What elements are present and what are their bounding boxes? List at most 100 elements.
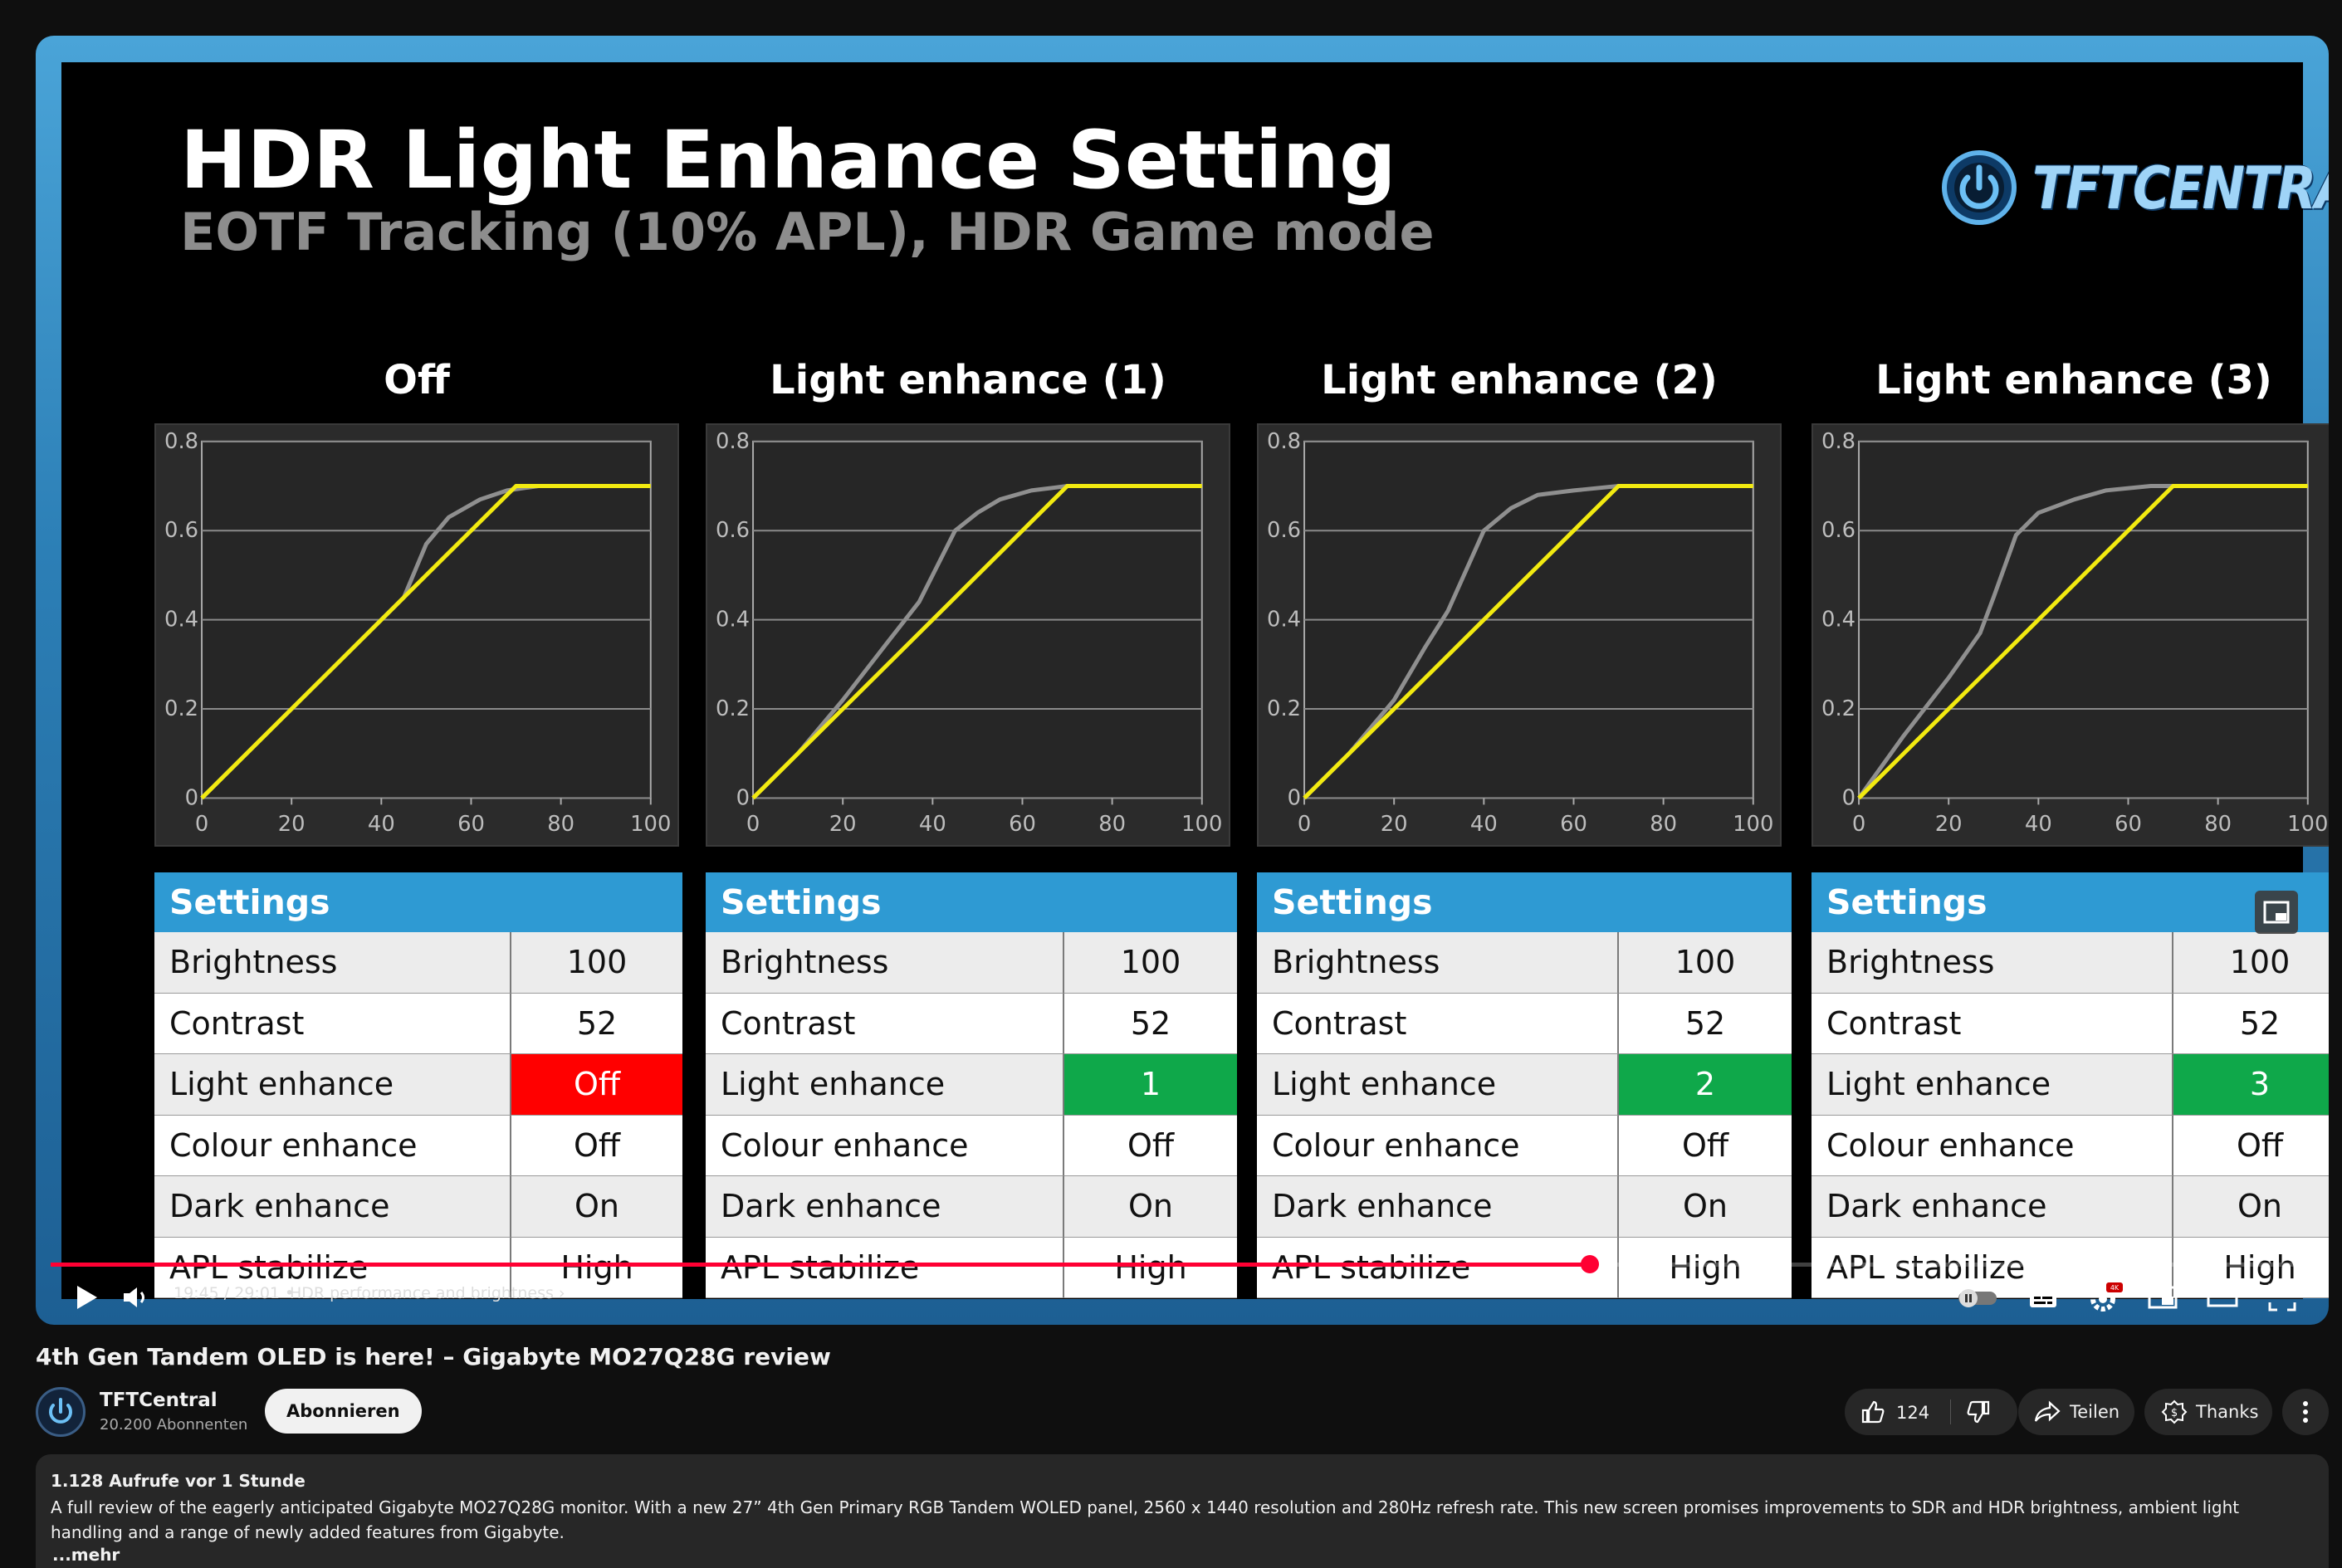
thanks-button[interactable]: $ Thanks — [2144, 1389, 2272, 1435]
svg-text:4K: 4K — [2110, 1284, 2120, 1292]
setting-value: On — [1619, 1176, 1792, 1238]
settings-row: Contrast 52 — [154, 993, 682, 1054]
setting-label: Dark enhance — [1812, 1176, 2173, 1238]
subscribe-button[interactable]: Abonnieren — [265, 1389, 422, 1434]
miniplayer-icon[interactable] — [2146, 1281, 2179, 1314]
x-tick-label: 20 — [829, 812, 857, 837]
setting-label: Brightness — [1257, 932, 1619, 994]
eotf-chart-svg: 0 0.2 0.4 0.6 0.8 0 20 40 60 80 100 — [716, 429, 1222, 837]
like-button[interactable]: 124 — [1860, 1399, 1929, 1425]
x-tick-label: 100 — [2287, 812, 2328, 837]
setting-value: 100 — [1064, 932, 1237, 994]
x-tick-label: 20 — [278, 812, 306, 837]
x-tick-label: 40 — [919, 812, 946, 837]
panel-title: Light enhance (1) — [770, 357, 1166, 403]
setting-value: Off — [1064, 1116, 1237, 1176]
description-box[interactable]: 1.128 Aufrufe vor 1 Stunde A full review… — [36, 1454, 2329, 1568]
more-actions-button[interactable] — [2282, 1389, 2329, 1435]
fullscreen-icon[interactable] — [2266, 1281, 2299, 1314]
settings-gear-icon[interactable]: 4K — [2086, 1281, 2123, 1314]
play-icon[interactable] — [69, 1281, 102, 1314]
setting-label: APL stabilize — [1257, 1237, 1619, 1298]
y-tick-label: 0 — [1842, 785, 1856, 810]
progress-played — [51, 1263, 1590, 1267]
settings-row: Brightness 100 — [1257, 932, 1792, 994]
video-player[interactable]: HDR Light Enhance Setting EOTF Tracking … — [36, 36, 2329, 1325]
settings-row: Light enhance 3 — [1812, 1054, 2329, 1116]
channel-name[interactable]: TFTCentral — [100, 1390, 218, 1411]
theater-icon[interactable] — [2206, 1281, 2239, 1314]
setting-label: Light enhance — [1812, 1054, 2173, 1116]
settings-table: Settings Brightness 100 Contrast 52 Light enh… — [154, 872, 682, 1298]
setting-value: On — [1064, 1176, 1237, 1238]
show-more-link[interactable]: ...mehr — [52, 1545, 120, 1565]
dislike-button[interactable] — [1965, 1399, 1992, 1429]
setting-value: 52 — [1064, 994, 1237, 1054]
setting-value: High — [511, 1238, 682, 1298]
scrubber-handle[interactable] — [1580, 1255, 1599, 1273]
setting-label: Contrast — [1812, 993, 2173, 1054]
video-title: 4th Gen Tandem OLED is here! – Gigabyte … — [36, 1343, 831, 1370]
eotf-chart-svg: 0 0.2 0.4 0.6 0.8 0 20 40 60 80 100 — [164, 429, 671, 837]
chapter-button[interactable]: HDR performance and brightness › — [290, 1284, 565, 1302]
share-icon — [2034, 1400, 2061, 1422]
thanks-label: Thanks — [2196, 1402, 2259, 1422]
setting-value: Off — [1619, 1116, 1792, 1176]
settings-row: Colour enhance Off — [1257, 1115, 1792, 1176]
setting-label: Contrast — [1257, 993, 1619, 1054]
logo-wordmark: TFTCENTRAL — [2032, 154, 2329, 222]
channel-avatar[interactable] — [36, 1387, 86, 1437]
x-tick-label: 60 — [457, 812, 485, 837]
share-button[interactable]: Teilen — [2018, 1389, 2134, 1435]
setting-value: Off — [2173, 1116, 2329, 1176]
setting-value: 3 — [2173, 1054, 2329, 1116]
x-tick-label: 100 — [1181, 812, 1222, 837]
x-tick-label: 40 — [368, 812, 395, 837]
subtitles-icon[interactable] — [2027, 1281, 2060, 1314]
settings-row: Colour enhance Off — [706, 1115, 1237, 1176]
miniplayer-popup-button[interactable] — [2255, 891, 2298, 934]
video-frame: HDR Light Enhance Setting EOTF Tracking … — [61, 62, 2329, 1299]
description-text: A full review of the eagerly anticipated… — [51, 1497, 2240, 1542]
settings-row: Brightness 100 — [1812, 932, 2329, 994]
setting-label: Brightness — [706, 932, 1064, 994]
setting-label: Brightness — [1812, 932, 2173, 994]
y-tick-label: 0.4 — [164, 608, 198, 633]
autoplay-toggle-icon[interactable] — [1957, 1287, 1998, 1309]
y-tick-label: 0.6 — [1821, 518, 1856, 543]
x-tick-label: 80 — [2204, 812, 2232, 837]
x-tick-label: 0 — [195, 812, 208, 837]
volume-icon[interactable] — [119, 1281, 152, 1314]
setting-label: Brightness — [154, 932, 511, 994]
setting-label: Dark enhance — [1257, 1176, 1619, 1238]
setting-label: Colour enhance — [154, 1115, 511, 1176]
like-icon — [1861, 1400, 1885, 1424]
settings-row: Dark enhance On — [1257, 1176, 1792, 1238]
target-series-line — [1303, 484, 1753, 800]
y-tick-label: 0 — [736, 785, 750, 810]
setting-value: 100 — [511, 932, 682, 994]
like-dislike-group: 124 — [1845, 1389, 2017, 1435]
share-label: Teilen — [2070, 1402, 2120, 1422]
setting-label: APL stabilize — [154, 1237, 511, 1298]
setting-label: Colour enhance — [706, 1115, 1064, 1176]
x-tick-label: 0 — [1298, 812, 1311, 837]
settings-row: Dark enhance On — [154, 1176, 682, 1238]
x-tick-label: 80 — [547, 812, 574, 837]
settings-header: Settings — [1257, 872, 1792, 932]
x-tick-label: 60 — [2115, 812, 2142, 837]
setting-label: Contrast — [154, 993, 511, 1054]
y-tick-label: 0.4 — [716, 608, 750, 633]
setting-label: Dark enhance — [154, 1176, 511, 1238]
setting-label: Colour enhance — [1812, 1115, 2173, 1176]
setting-value: 52 — [2173, 994, 2329, 1054]
settings-table: Settings Brightness 100 Contrast 52 Light enh… — [1812, 872, 2329, 1298]
settings-row: Colour enhance Off — [1812, 1115, 2329, 1176]
settings-row: Dark enhance On — [706, 1176, 1237, 1238]
target-series-line — [1857, 484, 2308, 800]
setting-label: Dark enhance — [706, 1176, 1064, 1238]
progress-bar[interactable] — [51, 1255, 2314, 1273]
settings-row: APL stabilize High — [154, 1237, 682, 1298]
y-tick-label: 0 — [1288, 785, 1301, 810]
y-tick-label: 0.2 — [1821, 696, 1856, 721]
